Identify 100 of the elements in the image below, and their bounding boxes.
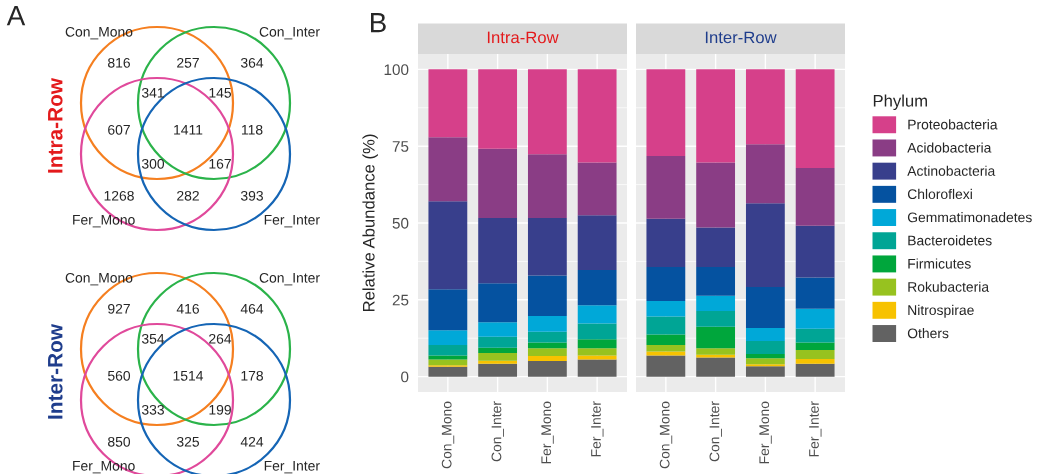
text: 167	[209, 158, 231, 169]
text: 341	[141, 87, 164, 98]
text: 393	[240, 190, 263, 201]
text: 416	[176, 303, 199, 314]
text: 927	[108, 303, 130, 314]
bar	[428, 289, 468, 331]
bar	[428, 344, 468, 356]
legend-label: Bacteroidetes	[908, 235, 992, 246]
bar	[646, 218, 686, 267]
legend-label: Nitrospirae	[908, 304, 974, 318]
text: 354	[141, 333, 165, 344]
text: 1514	[173, 371, 204, 381]
bar	[795, 308, 835, 329]
text: 145	[209, 88, 232, 98]
category-label: Fer_Inter	[264, 215, 320, 228]
text: 1268	[104, 190, 134, 201]
bar	[745, 353, 785, 359]
text: 300	[141, 158, 165, 169]
bar	[577, 355, 617, 360]
bar	[577, 215, 617, 271]
y-tick-label: 50	[392, 217, 409, 229]
bar	[795, 328, 835, 343]
text: A	[6, 6, 26, 26]
bar	[428, 201, 468, 290]
bar	[745, 358, 785, 365]
bar	[577, 270, 617, 306]
bar	[428, 355, 468, 360]
bar	[696, 266, 736, 296]
bar	[646, 344, 686, 352]
text: 178	[241, 370, 263, 381]
chart-title: Intra-Row	[487, 31, 559, 44]
text: 333	[141, 404, 164, 415]
bar	[795, 363, 835, 377]
bar	[577, 162, 617, 216]
x-tick-label: Con_Mono	[441, 401, 455, 469]
bar	[646, 316, 686, 335]
bar	[478, 352, 518, 361]
y-tick-label: 25	[392, 294, 409, 306]
bar	[795, 225, 835, 278]
text: 850	[108, 436, 131, 447]
x-tick-label: Con_Inter	[709, 401, 722, 462]
text: 325	[176, 436, 200, 447]
bar	[527, 275, 567, 317]
bar	[696, 310, 736, 327]
category-label: Con_Inter	[259, 26, 320, 40]
y-tick-label: 0	[401, 371, 409, 383]
bar	[745, 328, 785, 341]
bar	[795, 342, 835, 350]
text: Inter-Row	[48, 323, 63, 419]
bar	[527, 316, 567, 332]
bar	[696, 295, 736, 311]
bar	[478, 283, 518, 323]
bar	[646, 69, 686, 157]
bar	[478, 148, 518, 219]
bar	[745, 203, 785, 287]
text: 560	[107, 370, 131, 381]
bar	[745, 366, 785, 377]
bar	[577, 69, 617, 163]
y-tick-label: 100	[384, 64, 409, 76]
x-tick-label: Con_Mono	[659, 401, 673, 469]
x-tick-label: Fer_Mono	[759, 401, 772, 464]
x-tick-label: Con_Inter	[491, 401, 504, 462]
bar	[795, 69, 835, 168]
x-tick-label: Fer_Inter	[809, 401, 822, 457]
text: 424	[240, 436, 264, 447]
y-axis-title: Relative Abundance (%)	[362, 134, 378, 312]
legend-label: Rokubacteria	[908, 281, 990, 292]
legend-label: Firmicutes	[908, 258, 971, 269]
text: 1411	[174, 125, 203, 135]
bar	[527, 360, 567, 377]
bar	[646, 156, 686, 219]
bar	[527, 218, 567, 276]
bar	[795, 277, 835, 309]
bar	[696, 357, 736, 377]
text: 199	[209, 404, 231, 415]
bar	[428, 137, 468, 202]
bar	[696, 162, 736, 228]
legend-title: Phylum	[873, 94, 927, 111]
legend-label: Gemmatimonadetes	[907, 212, 1032, 223]
chart-title: Inter-Row	[705, 31, 777, 44]
bar	[478, 322, 518, 337]
bar	[696, 326, 736, 349]
bar	[696, 354, 736, 358]
text: 282	[177, 190, 199, 201]
bar	[745, 69, 785, 145]
bar	[577, 323, 617, 340]
x-tick-label: Fer_Inter	[591, 401, 604, 457]
bar	[646, 355, 686, 377]
bar	[577, 348, 617, 356]
bar	[527, 331, 567, 343]
legend-label: Proteobacteria	[908, 119, 998, 130]
bar	[577, 305, 617, 324]
bar	[428, 330, 468, 345]
bar	[646, 334, 686, 345]
bar	[646, 351, 686, 356]
bar	[696, 227, 736, 267]
bar	[478, 347, 518, 353]
bar	[577, 339, 617, 349]
text: 118	[241, 124, 263, 135]
bar	[527, 356, 567, 361]
